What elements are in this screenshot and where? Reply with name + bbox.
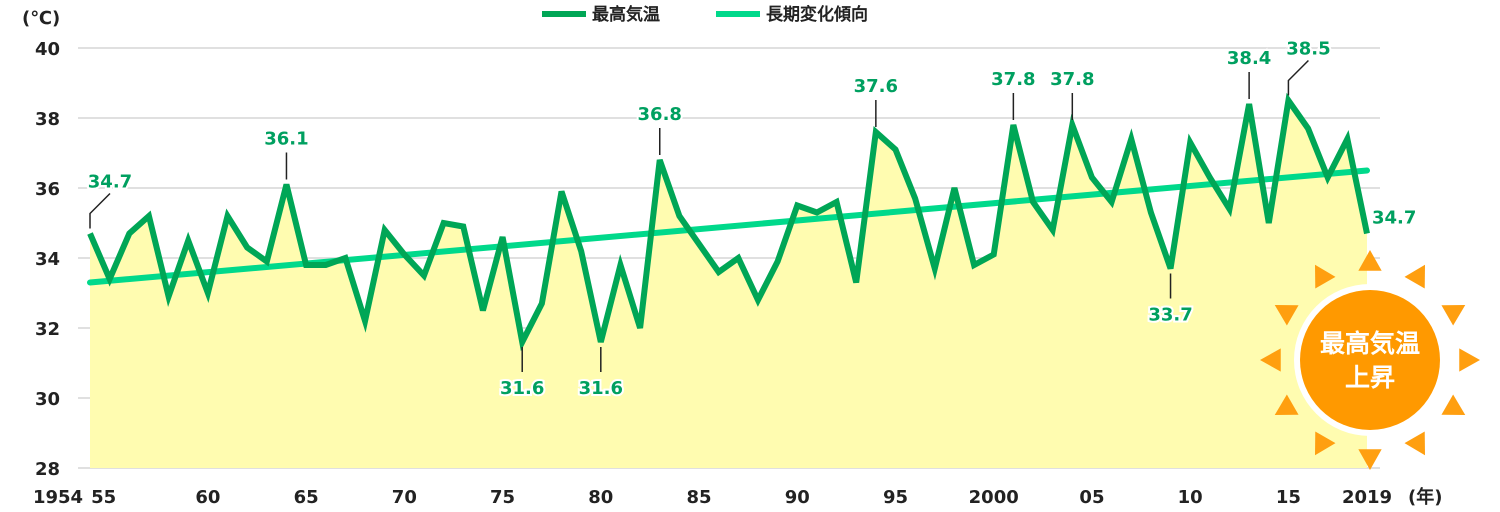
y-tick-label: 40 <box>35 39 60 60</box>
data-label: 38.5 <box>1286 39 1330 60</box>
series-line-max-temp <box>87 92 1370 352</box>
x-tick-label: 15 <box>1276 487 1301 508</box>
x-tick-label: 75 <box>490 487 515 508</box>
data-label: 33.7 <box>1148 305 1192 326</box>
x-tick-label: 55 <box>91 487 116 508</box>
x-tick-label: 80 <box>588 487 613 508</box>
data-label: 36.1 <box>264 129 308 150</box>
data-label: 37.6 <box>854 76 898 97</box>
x-tick-label: 85 <box>686 487 711 508</box>
y-tick-label: 30 <box>35 389 60 410</box>
x-tick-label: 90 <box>785 487 810 508</box>
sun-icon <box>1300 290 1440 430</box>
x-tick-label: 10 <box>1178 487 1203 508</box>
x-axis-ticks: 1954 55 60 65 70 75 80 85 90 95 2000 05 10 15 2019 <box>33 487 1392 508</box>
sun-ray <box>1274 394 1299 415</box>
x-tick-label: 95 <box>883 487 908 508</box>
sun-ray <box>1358 250 1382 271</box>
sun-badge: 最高気温 上昇 <box>1260 250 1480 470</box>
sun-ray <box>1459 348 1480 372</box>
annotations: 34.7 36.1 31.6 31.6 36.8 37.6 37.8 37.8 33.7 38.4… <box>86 37 1419 402</box>
legend-label-max-temp: 最高気温 <box>592 4 660 25</box>
sun-rays-icon <box>1260 250 1480 470</box>
sun-ray <box>1274 305 1299 326</box>
sun-ray <box>1441 394 1466 415</box>
data-label: 31.6 <box>500 378 544 399</box>
legend-label-trend: 長期変化傾向 <box>766 4 868 25</box>
leader-line <box>1287 59 1309 96</box>
data-label: 36.8 <box>638 104 682 125</box>
data-label: 37.8 <box>991 69 1035 90</box>
data-label: 34.7 <box>88 172 132 193</box>
badge-line2: 上昇 <box>1345 363 1395 392</box>
x-tick-label: 60 <box>195 487 220 508</box>
sun-ray <box>1404 264 1425 289</box>
sun-ray <box>1358 449 1382 470</box>
legend: 最高気温 長期変化傾向 <box>542 4 868 25</box>
x-tick-label: 70 <box>392 487 417 508</box>
y-tick-label: 34 <box>35 249 60 270</box>
sun-ray <box>1441 305 1466 326</box>
x-tick-label: 05 <box>1079 487 1104 508</box>
data-label: 38.4 <box>1227 48 1271 69</box>
x-axis-unit: (年) <box>1408 486 1442 508</box>
y-axis-unit: (℃) <box>22 8 60 29</box>
x-tick-label: 2019 <box>1342 487 1392 508</box>
sun-ray <box>1315 264 1336 289</box>
sun-ray <box>1404 431 1425 456</box>
y-tick-label: 38 <box>35 109 60 130</box>
data-label: 31.6 <box>579 378 623 399</box>
badge-line1: 最高気温 <box>1320 329 1420 358</box>
leader-line <box>89 192 111 229</box>
x-tick-label: 1954 <box>33 487 83 508</box>
sun-ray <box>1260 348 1281 372</box>
x-tick-label: 65 <box>294 487 319 508</box>
x-tick-label: 2000 <box>969 487 1019 508</box>
data-label: 34.7 <box>1372 208 1416 229</box>
sun-ray <box>1315 431 1336 456</box>
area-fill <box>90 100 1367 468</box>
y-tick-label: 36 <box>35 179 60 200</box>
y-tick-label: 32 <box>35 319 60 340</box>
y-axis-ticks: 28 30 32 34 36 38 40 <box>35 39 60 480</box>
y-tick-label: 28 <box>35 459 60 480</box>
data-label: 37.8 <box>1050 69 1094 90</box>
